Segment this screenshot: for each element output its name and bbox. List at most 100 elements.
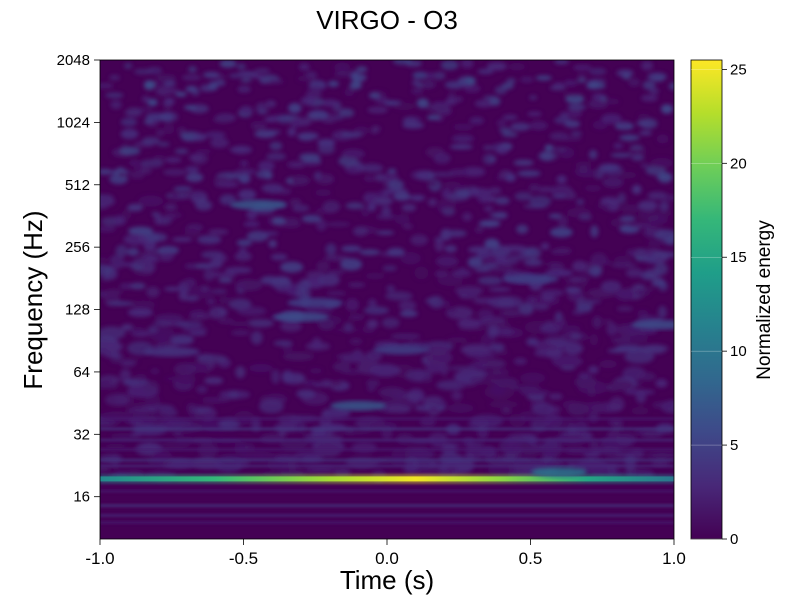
noise-speck <box>509 385 541 391</box>
noise-speck <box>236 306 267 316</box>
noise-speck <box>495 350 510 356</box>
noise-speck <box>157 141 170 147</box>
noise-speck <box>467 256 483 268</box>
noise-speck <box>433 152 451 164</box>
noise-speck <box>234 168 257 175</box>
noise-speck <box>155 74 177 82</box>
y-axis-label: Frequency (Hz) <box>18 210 48 389</box>
noise-speck <box>219 194 237 205</box>
y-axis: 16 32 64 128 256 512 1024 2048 <box>57 52 100 506</box>
noise-speck <box>185 166 200 173</box>
noise-speck <box>460 60 474 69</box>
noise-speck <box>553 82 565 89</box>
noise-speck <box>163 169 187 176</box>
noise-speck <box>305 342 331 351</box>
noise-speck <box>154 214 164 225</box>
noise-speck <box>549 262 565 271</box>
noise-speck <box>173 362 197 376</box>
noise-speck <box>100 168 112 175</box>
noise-speck <box>105 288 123 296</box>
noise-speck <box>624 389 656 395</box>
noise-speck <box>390 333 421 340</box>
noise-speck <box>398 300 417 311</box>
noise-speck <box>129 419 143 425</box>
noise-speck <box>540 289 565 296</box>
noise-speck <box>427 115 440 120</box>
noise-speck <box>315 173 335 185</box>
noise-speck <box>528 183 541 192</box>
noise-speck <box>445 97 457 106</box>
noise-speck <box>341 357 372 364</box>
noise-speck <box>151 212 161 217</box>
noise-speck <box>393 102 415 111</box>
noise-speck <box>184 295 199 302</box>
noise-speck <box>425 72 436 79</box>
noise-speck <box>351 441 377 453</box>
noise-speck <box>130 265 144 270</box>
noise-speck <box>650 157 673 169</box>
noise-speck <box>186 402 196 412</box>
noise-speck <box>478 263 499 269</box>
line-19hz <box>100 476 674 482</box>
noise-speck <box>490 384 506 396</box>
noise-speck <box>289 198 302 207</box>
noise-speck <box>275 286 296 293</box>
noise-speck <box>584 186 602 191</box>
noise-speck <box>610 153 632 158</box>
noise-speck <box>127 247 140 257</box>
noise-speck <box>150 368 160 374</box>
noise-speck <box>444 80 466 89</box>
noise-speck <box>280 261 304 273</box>
noise-speck <box>606 322 618 336</box>
noise-speck <box>200 285 210 292</box>
noise-speck <box>230 321 253 327</box>
noise-speck <box>628 148 647 154</box>
noise-speck <box>611 262 637 268</box>
noise-speck <box>440 60 459 71</box>
noise-speck <box>484 238 500 249</box>
noise-speck <box>207 362 217 369</box>
noise-speck <box>340 131 363 138</box>
noise-speck <box>147 325 159 334</box>
noise-speck <box>271 369 281 384</box>
noise-speck <box>506 77 516 84</box>
noise-speck <box>641 94 658 102</box>
noise-speck <box>364 176 376 182</box>
noise-speck <box>577 380 609 395</box>
noise-speck <box>160 215 175 221</box>
noise-speck <box>628 287 655 292</box>
noise-speck <box>163 80 176 87</box>
noise-speck <box>341 245 362 252</box>
noise-speck <box>653 251 674 259</box>
noise-speck <box>386 285 395 293</box>
noise-speck <box>365 273 385 279</box>
noise-speck <box>608 380 634 391</box>
noise-speck <box>100 257 110 262</box>
noise-speck <box>637 113 650 122</box>
noise-speck <box>606 98 620 105</box>
noise-speck <box>217 318 235 324</box>
noise-speck <box>367 298 377 308</box>
noise-speck <box>636 120 652 127</box>
noise-speck <box>564 341 583 356</box>
low-freq-band <box>100 438 674 442</box>
energy-blob <box>143 346 200 357</box>
noise-speck <box>537 186 555 193</box>
noise-speck <box>491 368 510 377</box>
noise-speck <box>517 170 541 177</box>
noise-speck <box>657 305 667 319</box>
noise-speck <box>266 393 285 400</box>
noise-speck <box>256 110 269 115</box>
noise-speck <box>429 295 444 309</box>
noise-speck <box>235 279 263 292</box>
noise-speck <box>334 62 351 73</box>
noise-speck <box>411 79 421 87</box>
noise-speck <box>588 266 603 277</box>
noise-speck <box>350 73 367 82</box>
noise-speck <box>301 214 322 223</box>
noise-speck <box>453 232 464 237</box>
noise-speck <box>440 228 452 241</box>
noise-speck <box>501 82 514 90</box>
noise-speck <box>133 68 152 75</box>
noise-speck <box>131 402 158 408</box>
